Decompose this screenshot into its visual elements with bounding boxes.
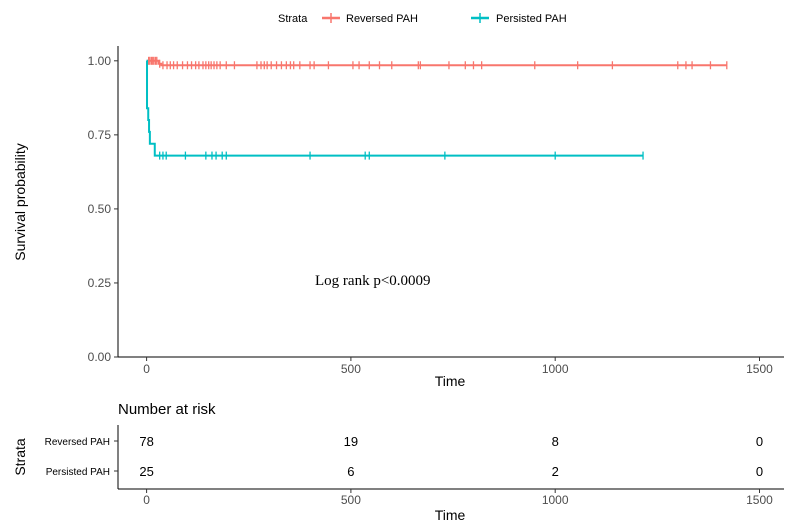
risk-cell: 0: [756, 434, 763, 449]
risk-x-tick-label: 1500: [746, 493, 773, 507]
risk-y-axis-title: Strata: [12, 438, 28, 476]
log-rank-annotation: Log rank p<0.0009: [315, 273, 431, 289]
risk-cell: 25: [139, 464, 153, 479]
survival-curves: [146, 56, 728, 160]
y-tick-label: 0.75: [88, 128, 112, 142]
x-tick-label: 0: [143, 362, 150, 376]
risk-table-axes: [117, 425, 784, 490]
risk-table-title: Number at risk: [118, 401, 216, 418]
survival-plot-ticks: 0 500 1000 1500 0.00 0.25 0.50 0.75 1.00: [88, 54, 774, 376]
risk-x-tick-label: 1000: [542, 493, 569, 507]
risk-cell: 6: [347, 464, 354, 479]
y-tick-label: 1.00: [88, 54, 112, 68]
x-tick-label: 1000: [542, 362, 569, 376]
risk-row-label: Reversed PAH: [45, 437, 110, 448]
survival-curve-persisted-pah: [146, 59, 644, 157]
survival-curve-reversed-pah: [146, 59, 727, 67]
y-tick-label: 0.50: [88, 202, 112, 216]
risk-x-tick-label: 500: [341, 493, 361, 507]
risk-cell: 8: [552, 434, 559, 449]
legend-title: Strata: [278, 13, 308, 25]
survival-plot-axes: [117, 46, 784, 358]
y-tick-label: 0.25: [88, 276, 112, 290]
legend-label-persisted: Persisted PAH: [496, 13, 567, 25]
risk-row-label: Persisted PAH: [46, 467, 110, 478]
risk-table-cells: Reversed PAH 78 19 8 0 Persisted PAH 25 6 2 0: [45, 434, 764, 479]
risk-table-ticks: 0 500 1000 1500: [114, 440, 773, 507]
legend-label-reversed: Reversed PAH: [346, 13, 418, 25]
risk-x-tick-label: 0: [143, 493, 150, 507]
risk-cell: 19: [344, 434, 358, 449]
y-tick-label: 0.00: [88, 350, 112, 364]
risk-cell: 78: [139, 434, 153, 449]
risk-cell: 2: [552, 464, 559, 479]
x-tick-label: 500: [341, 362, 361, 376]
risk-x-axis-title: Time: [435, 507, 466, 523]
y-axis-title: Survival probability: [12, 143, 28, 261]
x-axis-title: Time: [435, 373, 466, 389]
risk-cell: 0: [756, 464, 763, 479]
legend: Strata Reversed PAH Persisted PAH: [278, 13, 567, 25]
x-tick-label: 1500: [746, 362, 773, 376]
